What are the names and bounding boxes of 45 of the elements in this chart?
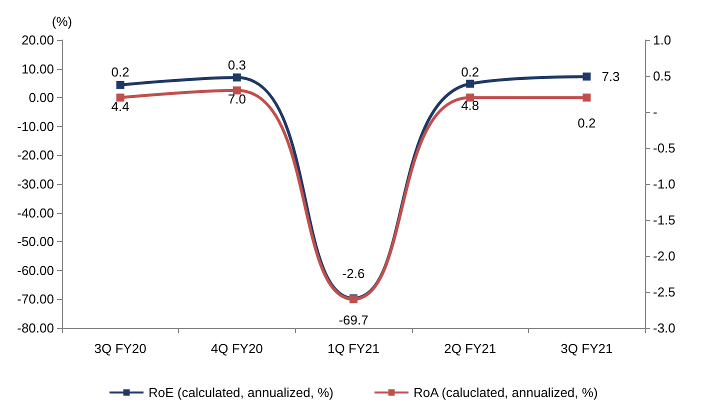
y2-tick-label: -1.0 xyxy=(653,176,676,192)
y-tick-label: -60.00 xyxy=(17,262,54,278)
x-tick-label: 3Q FY21 xyxy=(560,341,613,356)
y-tick-label: -20.00 xyxy=(17,148,54,163)
y-tick-label: -70.00 xyxy=(17,292,54,307)
point xyxy=(466,80,474,88)
y2-tick-label: 0.5 xyxy=(653,68,672,84)
y2-tick-label: -0.5 xyxy=(653,140,676,156)
data-label: 0.3 xyxy=(228,57,246,72)
data-label: 7.3 xyxy=(602,69,620,84)
y2-tick-label: 1.0 xyxy=(653,32,672,48)
point xyxy=(582,94,591,102)
data-label: 0.2 xyxy=(111,64,130,80)
point xyxy=(232,86,241,94)
y-tick-label: -40.00 xyxy=(17,205,54,220)
y-axis-title: (%) xyxy=(52,14,72,29)
x-tick-label: 2Q FY21 xyxy=(444,341,496,356)
y-tick-label: 0.00 xyxy=(28,90,54,106)
y2-tick-label: -3.0 xyxy=(653,320,676,336)
y-tick-label: 10.00 xyxy=(21,61,54,76)
x-tick-label: 4Q FY20 xyxy=(210,341,263,356)
data-label: 4.4 xyxy=(111,98,130,114)
point xyxy=(116,80,124,89)
data-label: -69.7 xyxy=(338,312,368,328)
legend-label: RoA (caluclated, annualized, %) xyxy=(414,385,598,400)
y-tick-label: 20.00 xyxy=(21,32,54,48)
point xyxy=(582,72,591,81)
y2-tick-label: -2.5 xyxy=(653,284,676,300)
data-label: 0.2 xyxy=(461,64,480,80)
point xyxy=(116,94,124,102)
y-tick-label: -10.00 xyxy=(17,118,54,134)
legend-label: RoE (calculated, annualized, %) xyxy=(148,385,334,400)
x-tick-label: 1Q FY21 xyxy=(327,341,380,356)
y-tick-label: -30.00 xyxy=(17,176,54,192)
y2-tick-label: -2.0 xyxy=(653,248,676,264)
y-tick-label: -80.00 xyxy=(17,320,54,336)
data-label: 4.8 xyxy=(461,98,480,113)
data-label: 7.0 xyxy=(228,91,246,106)
data-label: 0.2 xyxy=(578,116,596,131)
x-tick-label: 3Q FY20 xyxy=(94,341,146,356)
data-label: -2.6 xyxy=(342,266,365,282)
y2-tick-label: - xyxy=(653,104,658,120)
point xyxy=(232,73,241,82)
y-tick-label: -50.00 xyxy=(17,234,54,250)
y2-tick-label: -1.5 xyxy=(653,212,676,228)
